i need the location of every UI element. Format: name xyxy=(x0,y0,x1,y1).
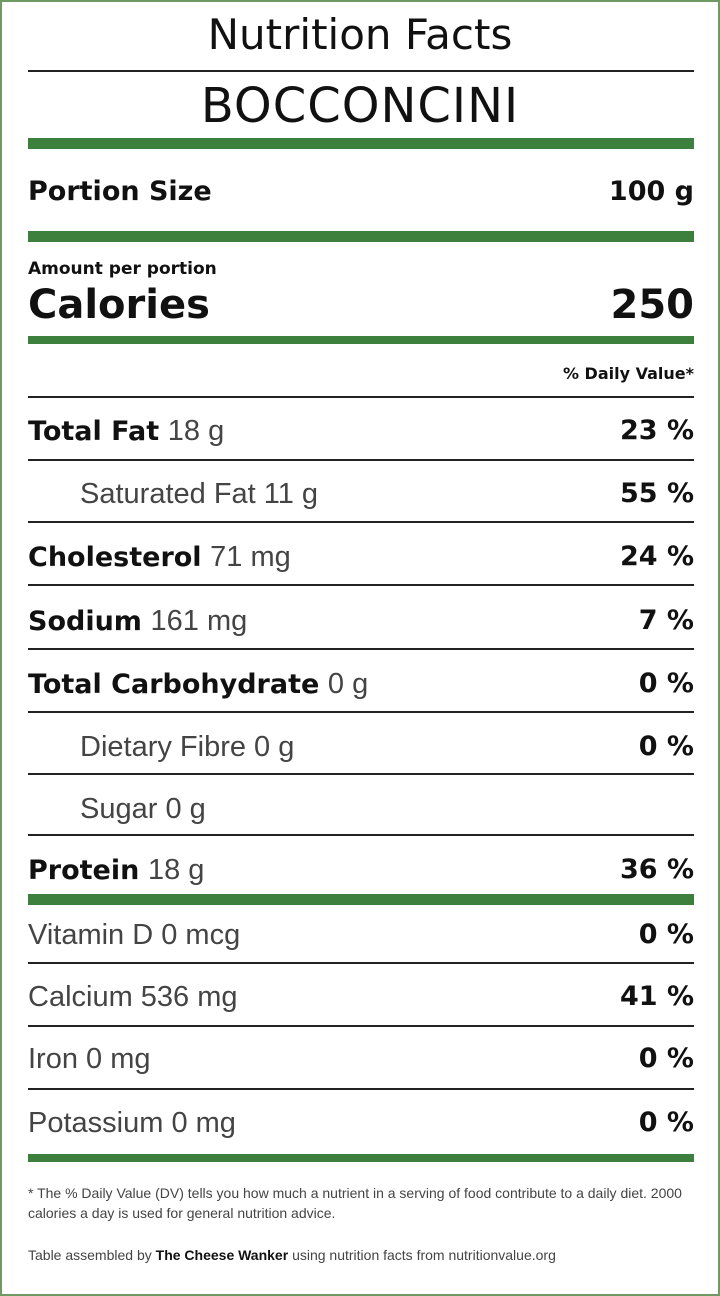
divider xyxy=(28,648,694,650)
nutrient-row: Protein 18 g 36 % xyxy=(28,850,694,890)
dv-header: % Daily Value* xyxy=(562,364,694,383)
divider xyxy=(28,584,694,586)
divider xyxy=(28,231,694,242)
daily-value: 36 % xyxy=(619,854,694,885)
nutrient-amount: 161 mg xyxy=(150,605,248,637)
daily-value: 23 % xyxy=(619,415,694,446)
credit: Table assembled by The Cheese Wanker usi… xyxy=(28,1247,556,1263)
portion-label: Portion Size xyxy=(28,176,212,207)
calories-value: 250 xyxy=(610,282,695,328)
nutrient-row: Sugar 0 g xyxy=(28,789,694,829)
divider xyxy=(28,711,694,713)
mineral-name: Vitamin D 0 mcg xyxy=(28,919,241,951)
credit-author: The Cheese Wanker xyxy=(155,1247,289,1263)
divider xyxy=(28,138,694,149)
divider xyxy=(28,894,694,905)
daily-value: 55 % xyxy=(619,478,694,509)
daily-value: 7 % xyxy=(638,605,694,636)
nutrient-amount: 18 g xyxy=(167,415,225,447)
divider xyxy=(28,962,694,964)
mineral-row: Calcium 536 mg 41 % xyxy=(28,977,694,1017)
portion-value: 100 g xyxy=(608,176,694,207)
nutrient-name: Protein xyxy=(28,855,140,886)
divider xyxy=(28,70,694,72)
nutrient-row: Total Fat 18 g 23 % xyxy=(28,411,694,451)
nutrient-row: Saturated Fat 11 g 55 % xyxy=(28,474,694,514)
calories-row: Calories 250 xyxy=(28,282,694,328)
divider xyxy=(28,336,694,344)
product-name: BOCCONCINI xyxy=(200,78,520,134)
nutrient-row: Total Carbohydrate 0 g 0 % xyxy=(28,664,694,704)
nutrient-name: Sugar 0 g xyxy=(80,793,206,825)
nutrient-name: Dietary Fibre 0 g xyxy=(80,731,295,763)
nutrient-name: Cholesterol xyxy=(28,542,202,573)
nutrient-row: Sodium 161 mg 7 % xyxy=(28,601,694,641)
credit-suffix: using nutrition facts from nutritionvalu… xyxy=(292,1247,556,1263)
mineral-name: Calcium 536 mg xyxy=(28,981,238,1013)
mineral-row: Potassium 0 mg 0 % xyxy=(28,1103,694,1143)
daily-value: 41 % xyxy=(619,981,694,1012)
divider xyxy=(28,834,694,836)
divider xyxy=(28,1025,694,1027)
daily-value: 24 % xyxy=(619,541,694,572)
nutrient-name: Total Fat xyxy=(28,416,160,447)
divider xyxy=(28,773,694,775)
nutrient-name: Sodium xyxy=(28,606,142,637)
footnote: * The % Daily Value (DV) tells you how m… xyxy=(28,1185,682,1221)
nutrient-amount: 18 g xyxy=(147,854,205,886)
mineral-name: Potassium 0 mg xyxy=(28,1107,236,1139)
nutrient-row: Cholesterol 71 mg 24 % xyxy=(28,537,694,577)
daily-value: 0 % xyxy=(638,731,694,762)
calories-label: Calories xyxy=(28,282,210,328)
daily-value: 0 % xyxy=(638,1107,694,1138)
daily-value: 0 % xyxy=(638,668,694,699)
nutrient-amount: 0 g xyxy=(327,668,369,700)
mineral-row: Iron 0 mg 0 % xyxy=(28,1039,694,1079)
mineral-row: Vitamin D 0 mcg 0 % xyxy=(28,915,694,955)
credit-prefix: Table assembled by xyxy=(28,1247,152,1263)
nutrient-amount: 71 mg xyxy=(210,541,291,573)
divider xyxy=(28,396,694,398)
title: Nutrition Facts xyxy=(207,10,513,59)
divider xyxy=(28,459,694,461)
nutrient-row: Dietary Fibre 0 g 0 % xyxy=(28,727,694,767)
daily-value: 0 % xyxy=(638,1043,694,1074)
nutrient-name: Total Carbohydrate xyxy=(28,669,320,700)
nutrient-name: Saturated Fat 11 g xyxy=(80,478,319,510)
divider xyxy=(28,521,694,523)
divider xyxy=(28,1088,694,1090)
mineral-name: Iron 0 mg xyxy=(28,1043,151,1075)
amount-label: Amount per portion xyxy=(28,259,217,279)
daily-value: 0 % xyxy=(638,919,694,950)
divider xyxy=(28,1154,694,1162)
portion-row: Portion Size 100 g xyxy=(28,172,694,212)
